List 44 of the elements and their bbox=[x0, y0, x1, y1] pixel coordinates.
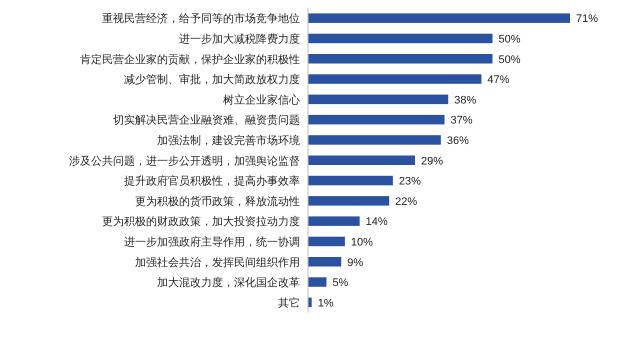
bar bbox=[308, 257, 342, 266]
bar bbox=[308, 196, 390, 206]
y-tick-label: 涉及公共问题，进一步公开透明，加强舆论监督 bbox=[69, 154, 300, 168]
bar bbox=[308, 94, 448, 104]
data-label: 23% bbox=[398, 176, 422, 188]
data-label: 1% bbox=[318, 297, 334, 310]
bar bbox=[308, 13, 570, 23]
bar bbox=[308, 236, 345, 246]
y-tick-label: 切实解决民营企业融资难、融资贵问题 bbox=[113, 114, 300, 127]
y-tick-label: 加强社会共治，发挥民间组织作用 bbox=[135, 256, 300, 269]
y-tick-label: 其它 bbox=[278, 296, 300, 310]
y-tick-label: 更为积极的货币政策，释放流动性 bbox=[135, 194, 300, 208]
bar bbox=[308, 114, 445, 124]
data-label: 5% bbox=[332, 277, 349, 290]
data-label: 37% bbox=[450, 114, 473, 127]
y-tick-label: 更为积极的财政政策，加大投资拉动力度 bbox=[102, 215, 300, 228]
data-label: 50% bbox=[498, 33, 521, 46]
data-label: 47% bbox=[487, 74, 510, 86]
bar bbox=[308, 34, 493, 44]
data-label: 38% bbox=[454, 94, 476, 106]
y-tick-label: 进一步加强政府主导作用，统一协调 bbox=[124, 235, 300, 248]
data-label: 9% bbox=[347, 256, 364, 269]
data-label: 22% bbox=[395, 196, 418, 208]
data-label: 10% bbox=[350, 236, 374, 248]
data-label: 14% bbox=[366, 216, 388, 228]
data-label: 50% bbox=[498, 54, 521, 66]
data-label: 71% bbox=[576, 13, 598, 26]
y-tick-label: 减少管制、审批，加大简政放权力度 bbox=[124, 73, 300, 86]
bar bbox=[308, 216, 360, 226]
y-tick-label: 加大混改力度，深化国企改革 bbox=[157, 276, 300, 290]
bar bbox=[308, 176, 393, 186]
bar bbox=[308, 156, 416, 165]
y-tick-label: 肯定民营企业家的贡献，保护企业家的积极性 bbox=[80, 52, 300, 66]
bar bbox=[308, 135, 441, 145]
y-tick-label: 树立企业家信心 bbox=[223, 93, 300, 106]
data-label: 36% bbox=[446, 134, 470, 147]
y-tick-label: 进一步加大减税降费力度 bbox=[179, 32, 300, 46]
y-tick-label: 提升政府官员积极性，提高办事效率 bbox=[124, 174, 300, 188]
bar bbox=[308, 277, 326, 287]
bar bbox=[308, 54, 493, 64]
bar bbox=[308, 74, 482, 84]
data-label: 29% bbox=[421, 155, 444, 168]
y-tick-label: 重视民营经济，给予同等的市场竞争地位 bbox=[102, 12, 300, 26]
y-tick-label: 加强法制，建设完善市场环境 bbox=[157, 134, 300, 147]
